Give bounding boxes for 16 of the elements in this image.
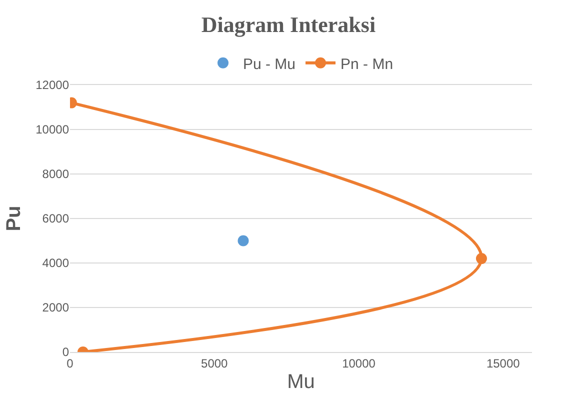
x-tick-label: 10000 xyxy=(342,356,376,370)
y-tick-label: 2000 xyxy=(42,300,70,315)
y-axis-title: Pu xyxy=(3,206,25,232)
y-tick-label: 6000 xyxy=(42,212,70,226)
x-axis-title: Mu xyxy=(287,370,315,393)
y-tick-label: 4000 xyxy=(42,256,70,270)
y-tick-label: 10000 xyxy=(36,122,70,137)
y-tick-label: 12000 xyxy=(36,78,70,92)
x-tick-label: 5000 xyxy=(201,356,228,370)
point xyxy=(238,235,249,246)
x-tick-label: 15000 xyxy=(486,356,520,370)
chart-title: Diagram Interaksi xyxy=(201,12,376,37)
legend-label: Pu - Mu xyxy=(243,56,296,73)
y-tick-label: 8000 xyxy=(42,167,70,182)
y-tick-label: 0 xyxy=(62,345,70,360)
legend-label: Pn - Mn xyxy=(340,56,394,73)
